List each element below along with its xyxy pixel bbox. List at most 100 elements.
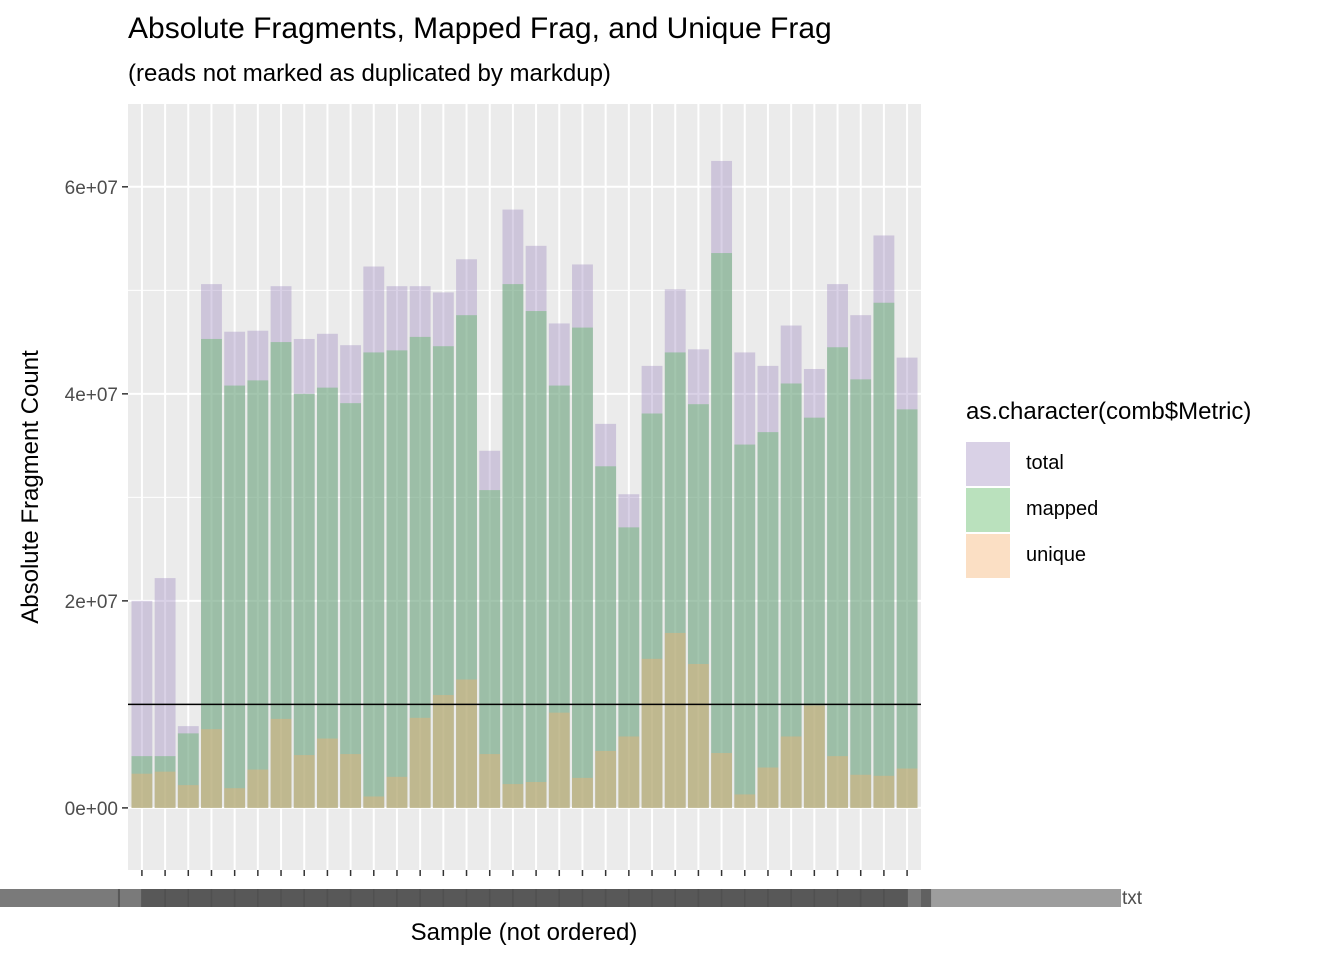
plot-panel bbox=[128, 104, 921, 870]
bar-total bbox=[316, 333, 338, 808]
bar-mapped bbox=[548, 385, 570, 808]
bar-total bbox=[502, 209, 524, 808]
bar-unique bbox=[456, 679, 477, 808]
bar-total bbox=[618, 494, 640, 808]
bar-mapped bbox=[363, 352, 385, 808]
bar-total bbox=[734, 352, 756, 808]
bar-mapped bbox=[896, 409, 918, 808]
bar-total bbox=[525, 245, 547, 808]
bar-total bbox=[850, 315, 872, 808]
bar-total bbox=[479, 450, 501, 808]
y-axis-label: Absolute Fragment Count bbox=[17, 350, 44, 624]
bar-total bbox=[201, 284, 222, 808]
chart-title: Absolute Fragments, Mapped Frag, and Uni… bbox=[128, 12, 832, 45]
bar-mapped bbox=[595, 466, 617, 808]
bar-total bbox=[827, 284, 848, 808]
bar-total bbox=[386, 286, 408, 808]
bar-total bbox=[293, 338, 315, 808]
bar-unique bbox=[409, 717, 431, 808]
legend-label: unique bbox=[1026, 544, 1087, 566]
bar-unique bbox=[293, 755, 315, 808]
bar-total bbox=[641, 365, 663, 808]
bar-unique bbox=[548, 712, 570, 808]
bar-mapped bbox=[803, 417, 825, 808]
y-axis: 0e+00 2e+07 4e+07 6e+07 bbox=[65, 178, 128, 820]
x-axis: txt bbox=[0, 870, 1143, 909]
bar-mapped bbox=[177, 733, 199, 808]
bar-total bbox=[340, 345, 362, 808]
bar-mapped bbox=[827, 347, 848, 808]
bar-total bbox=[687, 349, 709, 808]
legend-label: mapped bbox=[1026, 498, 1099, 520]
bar-mapped bbox=[247, 380, 269, 808]
bar-total bbox=[803, 368, 825, 808]
bar-total bbox=[757, 365, 779, 808]
bar-mapped bbox=[340, 403, 362, 808]
bar-mapped bbox=[525, 311, 547, 808]
bar-unique bbox=[757, 767, 779, 808]
bar-mapped bbox=[757, 432, 779, 808]
legend-swatch bbox=[966, 534, 1010, 578]
bar-unique bbox=[131, 773, 153, 808]
bar-mapped bbox=[409, 336, 431, 808]
bar-unique bbox=[827, 756, 848, 808]
bar-total bbox=[456, 259, 477, 808]
legend-label: total bbox=[1026, 452, 1064, 474]
bar-unique bbox=[316, 738, 338, 808]
bar-unique bbox=[850, 774, 872, 808]
bar-total bbox=[224, 331, 246, 808]
bar-mapped bbox=[734, 444, 756, 808]
bar-unique bbox=[711, 753, 733, 808]
bar-mapped bbox=[618, 527, 640, 808]
x-axis-label: Sample (not ordered) bbox=[411, 919, 638, 946]
y-tick-label: 2e+07 bbox=[65, 592, 118, 613]
bar-total bbox=[873, 235, 895, 808]
bar-mapped bbox=[432, 346, 454, 808]
bar-unique bbox=[780, 736, 802, 808]
bar-unique bbox=[479, 754, 501, 808]
bar-unique bbox=[595, 750, 617, 808]
bar-total bbox=[409, 286, 431, 808]
bar-total bbox=[177, 726, 199, 808]
bar-total bbox=[548, 323, 570, 808]
bar-unique bbox=[734, 794, 756, 808]
x-tick-label-blob bbox=[883, 889, 932, 907]
bar-total bbox=[896, 357, 918, 808]
bar-unique bbox=[525, 782, 547, 808]
bar-mapped bbox=[386, 350, 408, 808]
bar-mapped bbox=[224, 385, 246, 808]
bar-mapped bbox=[780, 383, 802, 808]
bar-unique bbox=[386, 776, 408, 808]
bar-unique bbox=[896, 768, 918, 808]
bar-unique bbox=[664, 632, 686, 808]
y-tick-label: 4e+07 bbox=[65, 385, 118, 406]
bar-mapped bbox=[502, 284, 524, 808]
bar-mapped bbox=[456, 315, 477, 808]
bar-total bbox=[664, 289, 686, 808]
bar-unique bbox=[572, 777, 593, 808]
bar-mapped bbox=[479, 490, 501, 808]
bar-unique bbox=[270, 718, 292, 808]
chart-subtitle: (reads not marked as duplicated by markd… bbox=[128, 60, 611, 87]
y-tick-label: 0e+00 bbox=[65, 799, 118, 820]
bar-total bbox=[711, 160, 733, 808]
bar-unique bbox=[803, 705, 825, 808]
legend-swatch bbox=[966, 442, 1010, 486]
bar-mapped bbox=[572, 327, 593, 808]
major-gridlines bbox=[128, 104, 921, 870]
x-tick-label-visible: txt bbox=[1122, 888, 1143, 909]
bar-unique bbox=[177, 785, 199, 808]
x-tick-label-blob bbox=[921, 889, 1121, 907]
legend-title: as.character(comb$Metric) bbox=[966, 398, 1252, 425]
bar-total bbox=[247, 330, 269, 808]
bar-mapped bbox=[154, 756, 176, 808]
bar-mapped bbox=[293, 393, 315, 808]
bar-total bbox=[780, 325, 802, 808]
bar-mapped bbox=[664, 352, 686, 808]
bar-unique bbox=[154, 771, 176, 808]
bar-mapped bbox=[687, 404, 709, 808]
bar-mapped bbox=[131, 756, 153, 808]
bar-mapped bbox=[201, 338, 222, 808]
bars-group bbox=[131, 160, 918, 808]
